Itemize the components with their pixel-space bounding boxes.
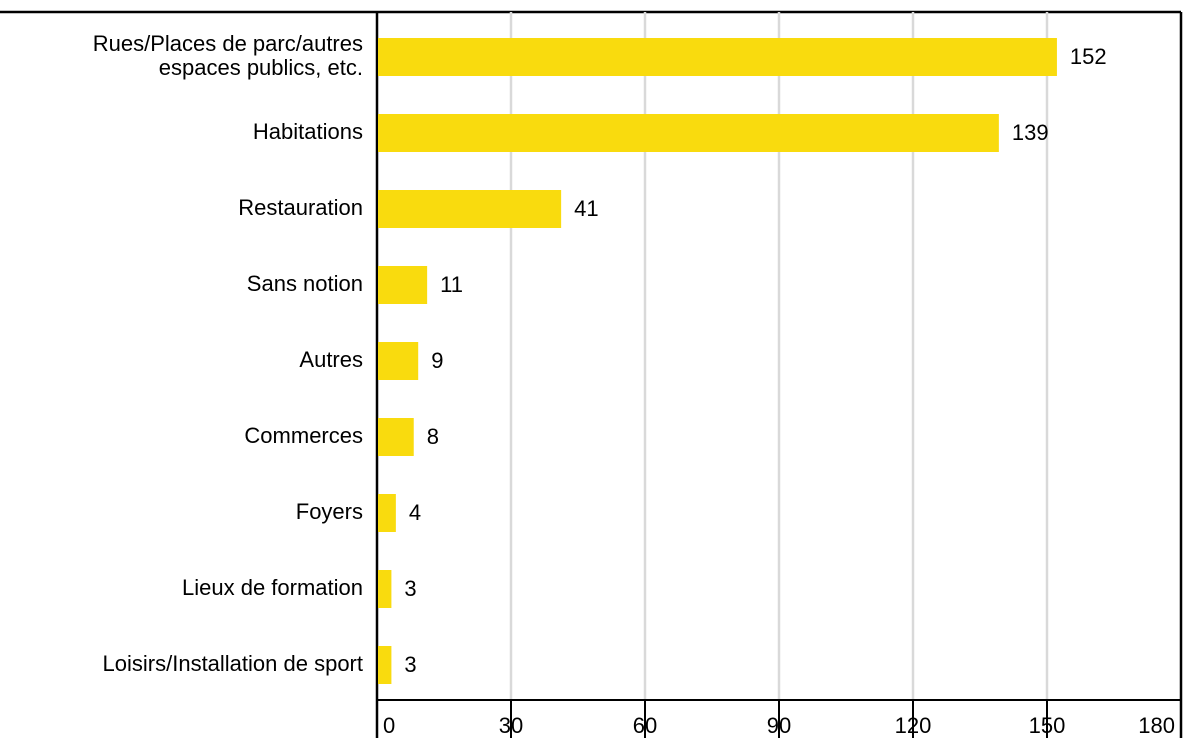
x-tick-label: 90 [767,713,791,738]
y-tick-label: Foyers [296,499,363,524]
bar [378,114,999,152]
y-tick-label: Habitations [253,119,363,144]
bar [378,266,428,304]
y-tick-label: Sans notion [247,271,363,296]
bar [378,570,392,608]
x-tick-label: 0 [383,713,395,738]
x-tick-label: 180 [1138,713,1175,738]
value-label: 41 [574,196,598,221]
y-tick-label: Autres [299,347,363,372]
x-tick-label: 60 [633,713,657,738]
value-label: 3 [404,652,416,677]
value-label: 9 [431,348,443,373]
x-tick-label: 30 [499,713,523,738]
value-label: 152 [1070,44,1107,69]
bar [378,646,392,684]
y-tick-label: Restauration [238,195,363,220]
bar [378,494,396,532]
value-label: 3 [404,576,416,601]
bar [378,190,562,228]
value-label: 11 [440,272,463,297]
y-tick-label: Commerces [244,423,363,448]
y-tick-label: Loisirs/Installation de sport [103,651,363,676]
bar [378,418,414,456]
y-tick-label: Lieux de formation [182,575,363,600]
x-tick-label: 150 [1029,713,1066,738]
x-tick-label: 120 [895,713,932,738]
bar [378,342,419,380]
bar [378,38,1057,76]
y-tick-label: Rues/Places de parc/autres espaces public… [93,31,363,80]
value-label: 4 [409,500,421,525]
value-label: 8 [427,424,439,449]
value-label: 139 [1012,120,1049,145]
